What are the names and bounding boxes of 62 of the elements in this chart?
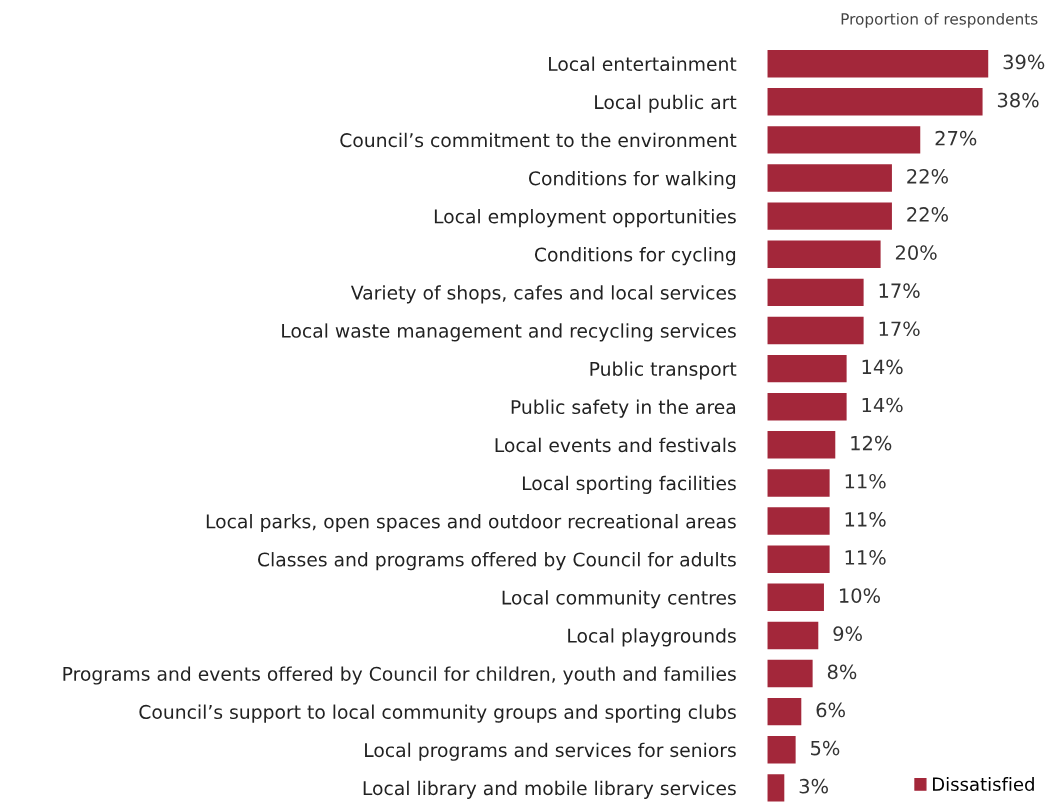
data-label: 17% (879, 321, 920, 337)
y-tick-label: Conditions for cycling (534, 247, 736, 266)
data-label: 14% (862, 359, 903, 375)
bar (767, 88, 983, 116)
bar (767, 316, 864, 345)
bar (767, 431, 836, 459)
bar (767, 736, 796, 764)
y-tick-label: Local sporting facilities (522, 475, 736, 494)
y-tick-label: Local events and festivals (495, 437, 736, 453)
bar (767, 202, 892, 230)
bar (767, 659, 813, 688)
y-tick-label: Public transport (590, 361, 737, 380)
bar (767, 621, 819, 650)
y-tick-label: Public safety in the area (511, 399, 736, 418)
y-tick-label: Local library and mobile library services (363, 780, 736, 799)
data-label: 27% (935, 130, 977, 146)
bar (767, 354, 847, 383)
bar (767, 697, 802, 726)
bar (767, 545, 830, 573)
data-label: 22% (907, 207, 948, 222)
data-label: 11% (845, 550, 886, 565)
y-tick-label: Local employment opportunities (434, 209, 736, 228)
data-label: 5% (811, 740, 840, 756)
data-label: 10% (839, 588, 880, 603)
bar (767, 774, 785, 802)
data-label: 22% (907, 168, 948, 184)
y-tick-label: Variety of shops, cafes and local services (350, 285, 736, 304)
data-label: 11% (845, 473, 886, 489)
bar (767, 240, 881, 268)
data-label: 8% (827, 664, 857, 680)
y-tick-label: Local programs and services for seniors (365, 742, 736, 761)
data-label: 9% (833, 626, 862, 642)
bar (767, 126, 921, 154)
y-tick-label: Local parks, open spaces and outdoor recreational areas (206, 513, 736, 533)
y-tick-label: Programs and events offered by Council for children, youth and families (63, 666, 736, 685)
y-tick-label: Local entertainment (549, 56, 737, 72)
y-tick-label: Local waste management and recycling services (282, 323, 736, 342)
data-label: 11% (845, 512, 886, 527)
bar (767, 392, 847, 421)
data-label: 12% (851, 435, 892, 451)
bar (767, 49, 989, 78)
y-tick-label: Classes and programs offered by Council for adults (258, 552, 736, 571)
bar (767, 278, 864, 307)
y-tick-label: Council’s commitment to the environment (340, 132, 737, 148)
y-tick-label: Local community centres (502, 590, 736, 609)
y-tick-label: Conditions for walking (528, 170, 736, 190)
y-tick-label: Local playgrounds (568, 628, 736, 647)
data-label: 20% (895, 245, 937, 260)
bar (767, 469, 830, 497)
data-label: 3% (799, 778, 828, 794)
bar (767, 583, 824, 612)
data-label: 39% (1003, 54, 1045, 70)
y-tick-label: Local public art (595, 94, 737, 113)
text: Proportion of respondents (841, 12, 1038, 28)
data-label: 38% (997, 92, 1039, 108)
bar (767, 164, 892, 192)
legend-label: Dissatisfied (933, 777, 1034, 792)
data-label: 6% (816, 702, 845, 718)
y-tick-label: Council’s support to local community groups and sporting clubs (139, 704, 736, 723)
data-label: 14% (862, 397, 903, 413)
bar (767, 507, 830, 535)
data-label: 17% (879, 283, 920, 299)
